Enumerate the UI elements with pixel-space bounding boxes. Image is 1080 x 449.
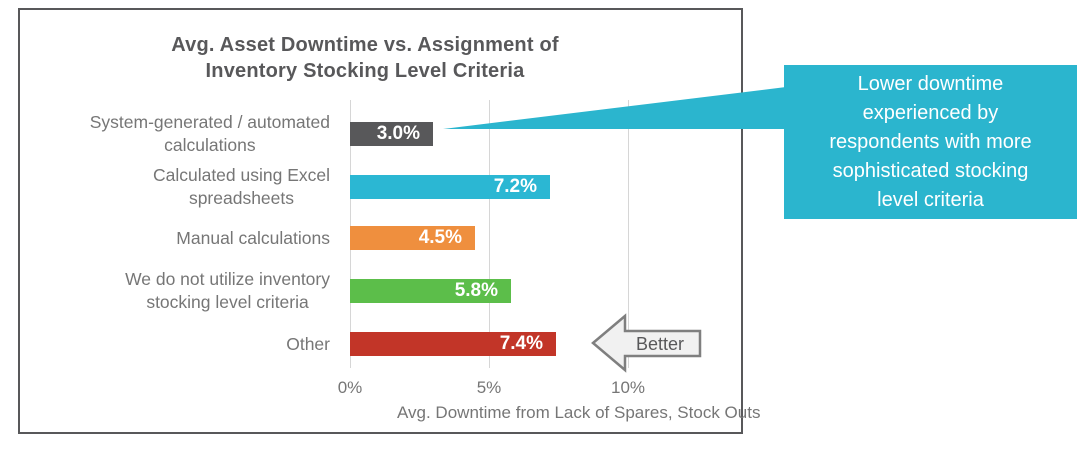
- category-label: System-generated / automated calculation…: [89, 112, 330, 155]
- category-label: Calculated using Excel spreadsheets: [152, 165, 330, 208]
- category-label: We do not utilize inventory stocking lev…: [125, 269, 330, 312]
- bar-excel-spreadsheets: 7.2%: [350, 175, 550, 199]
- x-tick-0pct: 0%: [337, 378, 363, 397]
- callout-box: Lower downtime experienced by respondent…: [784, 65, 1077, 219]
- bar-value-label: 7.4%: [499, 333, 543, 354]
- bar-value-label: 3.0%: [376, 123, 420, 144]
- x-axis-title: Avg. Downtime from Lack of Spares, Stock…: [397, 403, 761, 422]
- bar-manual-calculations: 4.5%: [350, 226, 475, 250]
- x-tick-10pct: 10%: [610, 378, 646, 397]
- bar-system-generated: 3.0%: [350, 122, 433, 146]
- callout-pointer: [443, 87, 786, 129]
- chart-container: Avg. Asset Downtime vs. Assignment of In…: [18, 8, 761, 434]
- bar-other: 7.4%: [350, 332, 556, 356]
- bar-no-criteria: 5.8%: [350, 279, 511, 303]
- bar-value-label: 5.8%: [454, 280, 498, 301]
- better-arrow-icon: Better: [591, 313, 702, 373]
- category-label: Manual calculations: [176, 227, 330, 248]
- chart-title: Avg. Asset Downtime vs. Assignment of In…: [171, 34, 559, 82]
- svg-text:Better: Better: [636, 334, 684, 354]
- x-tick-5pct: 5%: [476, 378, 502, 397]
- bar-value-label: 7.2%: [493, 176, 537, 197]
- category-label: Other: [286, 333, 330, 354]
- gridline-10pct: [628, 100, 629, 368]
- bar-value-label: 4.5%: [418, 227, 462, 248]
- gridline-5pct: [489, 100, 490, 368]
- callout-text: Lower downtime experienced by respondent…: [829, 72, 1032, 211]
